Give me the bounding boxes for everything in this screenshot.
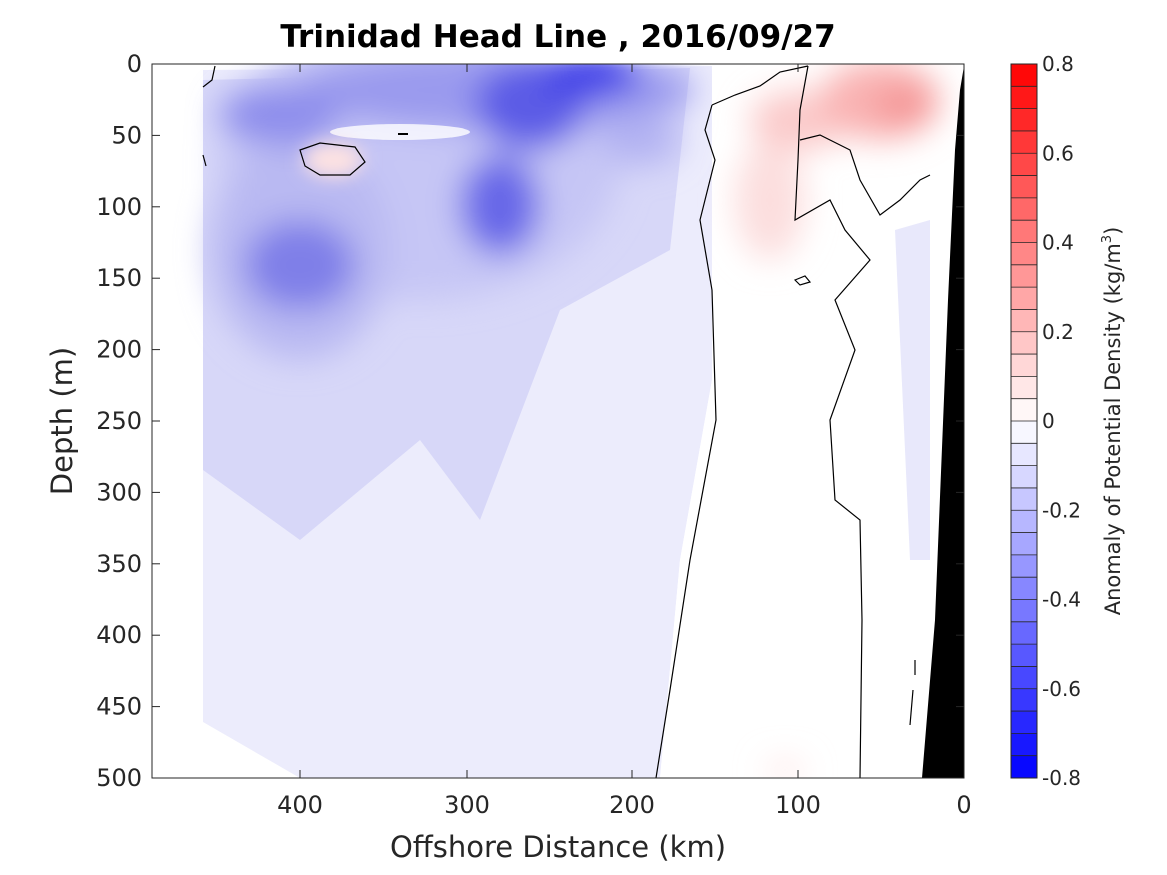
colorbar-band (1011, 554, 1037, 578)
y-tick-label: 450 (96, 693, 142, 721)
colorbar-band (1011, 621, 1037, 645)
pale-strip (330, 124, 470, 140)
nearshore-negative (895, 220, 930, 560)
y-tick-label: 300 (96, 478, 142, 506)
x-tick-label: 100 (775, 791, 821, 819)
y-axis-label: Depth (m) (45, 347, 79, 495)
colorbar-band (1011, 577, 1037, 600)
colorbar-tick-label: 0.4 (1042, 231, 1074, 255)
colorbar-band (1011, 688, 1037, 712)
colorbar-tick-label: 0.6 (1042, 141, 1074, 165)
y-tick-label: 100 (96, 193, 142, 221)
colorbar-band (1011, 733, 1037, 757)
zero-contours (202, 65, 931, 778)
colorbar-band (1011, 175, 1037, 199)
colorbar-band (1011, 755, 1037, 779)
x-axis-label: Offshore Distance (km) (390, 830, 726, 864)
y-tick-label: 0 (127, 50, 142, 78)
colorbar-band (1011, 532, 1037, 556)
colorbar-band (1011, 309, 1037, 333)
x-axis: 400 300 200 100 0 Offshore Distance (km) (277, 64, 972, 864)
colorbar-band (1011, 130, 1037, 154)
colorbar-tick-label: -0.4 (1042, 588, 1081, 612)
colorbar-band (1011, 242, 1037, 266)
x-tick-label: 200 (609, 791, 655, 819)
plot-area (151, 63, 965, 779)
colorbar-border (1010, 63, 1038, 779)
x-tick-label: 300 (444, 791, 490, 819)
colorbar-band (1011, 443, 1037, 467)
colorbar-tick-label: 0 (1042, 409, 1055, 433)
colorbar-band (1011, 331, 1037, 355)
colorbar-band (1011, 398, 1037, 422)
x-tick-label: 0 (956, 791, 971, 819)
colorbar-band (1011, 220, 1037, 243)
colorbar-band (1011, 64, 1037, 87)
colorbar-band (1011, 197, 1037, 221)
colorbar-tick-label: -0.2 (1042, 498, 1081, 522)
colorbar-band (1011, 711, 1037, 734)
colorbar-band (1011, 86, 1037, 110)
colorbar-label: Anomaly of Potential Density (kg/m3) (1100, 227, 1125, 616)
y-tick-label: 150 (96, 264, 142, 292)
y-tick-label: 400 (96, 621, 142, 649)
colorbar-band (1011, 108, 1037, 132)
colorbar-band (1011, 644, 1037, 667)
y-tick-label: 250 (96, 407, 142, 435)
negative-anomaly-blobs (210, 64, 695, 360)
chart-title: Trinidad Head Line , 2016/09/27 (280, 19, 835, 55)
colorbar-tick-label: 0.8 (1042, 52, 1074, 76)
colorbar-band (1011, 264, 1037, 288)
colorbar-band (1011, 153, 1037, 177)
y-tick-label: 350 (96, 550, 142, 578)
y-tick-label: 500 (96, 764, 142, 792)
colorbar-band (1011, 487, 1037, 511)
colorbar-band (1011, 421, 1037, 444)
colorbar-tick-label: -0.6 (1042, 677, 1081, 701)
colorbar-band (1011, 666, 1037, 690)
colorbar-band (1011, 376, 1037, 400)
colorbar-band (1011, 354, 1037, 377)
y-axis: 0 50 100 150 200 250 300 350 400 450 500 Depth (m) (45, 50, 964, 792)
colorbar-band (1011, 510, 1037, 534)
coastal-white-region (660, 66, 930, 778)
colorbar-bands (1011, 63, 1037, 779)
y-tick-label: 50 (111, 121, 142, 149)
colorbar-tick-label: -0.8 (1042, 766, 1081, 790)
positive-small-blob (303, 142, 363, 178)
y-tick-label: 200 (96, 336, 142, 364)
x-tick-label: 400 (277, 791, 323, 819)
colorbar: 0.8 0.6 0.4 0.2 0 -0.2 -0.4 -0.6 -0.8 Anomaly of… (1010, 52, 1125, 790)
colorbar-band (1011, 465, 1037, 489)
seafloor-bathymetry (922, 66, 964, 778)
colorbar-band (1011, 287, 1037, 310)
colorbar-tick-label: 0.2 (1042, 320, 1074, 344)
colorbar-band (1011, 599, 1037, 623)
